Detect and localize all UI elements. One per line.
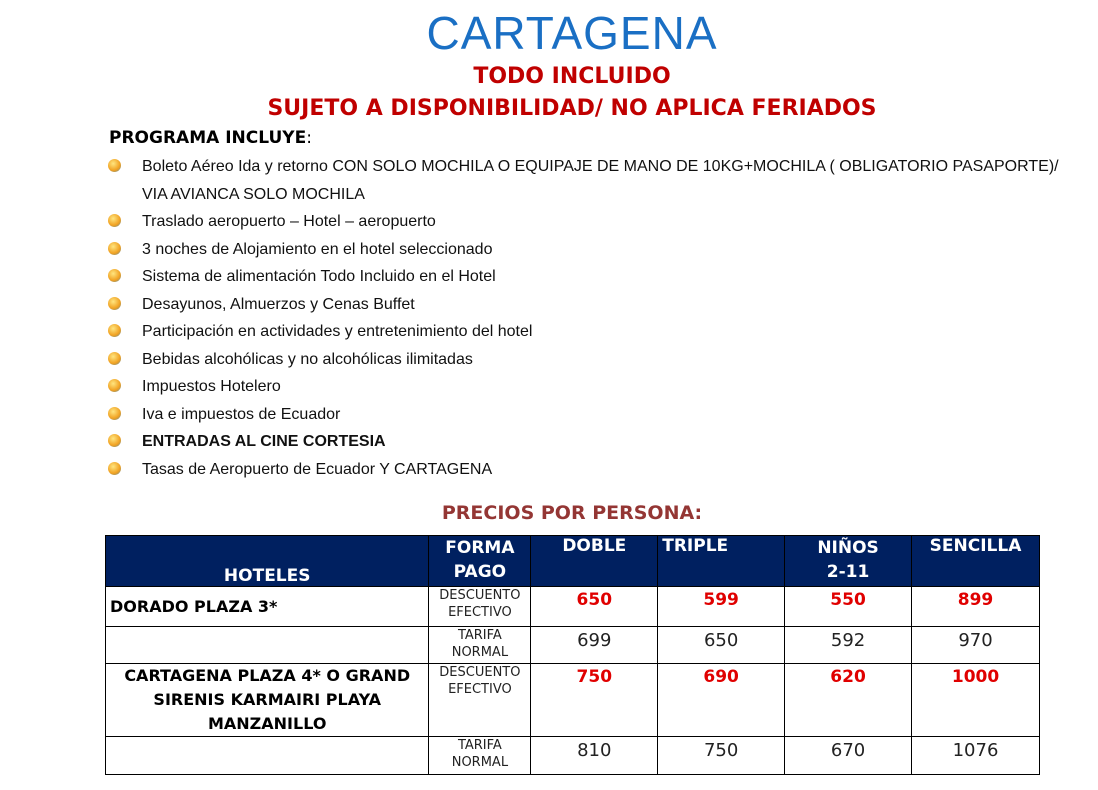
list-item: Boleto Aéreo Ida y retorno CON SOLO MOCH… xyxy=(106,153,1066,208)
beach-sun-icon xyxy=(108,351,121,365)
hotel-name: DORADO PLAZA 3* xyxy=(104,586,430,627)
beach-sun-icon xyxy=(108,159,121,172)
list-item: Impuestos Hotelero xyxy=(106,373,1066,401)
beach-sun-icon xyxy=(108,241,121,255)
list-item: Tasas de Aeropuerto de Ecuador Y CARTAGE… xyxy=(106,456,1066,484)
table-row: TARIFA NORMAL 810 750 670 1076 xyxy=(104,736,1040,775)
header-triple: TRIPLE xyxy=(657,535,786,587)
price-sencilla: 1076 xyxy=(911,736,1040,775)
program-colon: : xyxy=(306,128,312,148)
price-triple: 750 xyxy=(657,736,786,775)
beach-sun-icon xyxy=(108,379,121,392)
hotel-name xyxy=(104,626,430,664)
beach-sun-icon xyxy=(108,269,121,282)
list-item: Participación en actividades y entreteni… xyxy=(106,318,1066,346)
payment-method: TARIFA NORMAL xyxy=(428,736,532,775)
beach-sun-icon xyxy=(108,214,121,227)
hotel-name xyxy=(104,736,430,775)
item-text: Impuestos Hotelero xyxy=(142,378,281,395)
price-ninos: 670 xyxy=(784,736,913,775)
header-sencilla: SENCILLA xyxy=(911,535,1040,587)
program-heading: PROGRAMA INCLUYE: xyxy=(109,128,312,148)
header-hoteles: HOTELES xyxy=(104,535,430,587)
prices-title: PRECIOS POR PERSONA: xyxy=(441,502,703,524)
header-doble: DOBLE xyxy=(530,535,659,587)
price-doble: 750 xyxy=(530,663,659,737)
item-text: Bebidas alcohólicas y no alcohólicas ili… xyxy=(142,350,473,368)
payment-method: TARIFA NORMAL xyxy=(428,626,532,664)
price-triple: 690 xyxy=(657,663,786,737)
price-sencilla: 899 xyxy=(911,586,1040,627)
beach-sun-icon xyxy=(108,324,121,337)
beach-sun-icon xyxy=(108,434,121,447)
price-sencilla: 1000 xyxy=(911,663,1040,737)
list-item: Traslado aeropuerto – Hotel – aeropuerto xyxy=(106,208,1066,236)
item-text: Sistema de alimentación Todo Incluido en… xyxy=(142,268,496,285)
price-ninos: 550 xyxy=(784,586,913,627)
list-item: 3 noches de Alojamiento en el hotel sele… xyxy=(106,236,1066,264)
item-text: Participación en actividades y entreteni… xyxy=(142,323,533,340)
hotel-name: CARTAGENA PLAZA 4* O GRAND SIRENIS KARMA… xyxy=(104,663,430,737)
header-forma-pago: FORMA PAGO xyxy=(428,535,532,587)
subtitle-availability: SUJETO A DISPONIBILIDAD/ NO APLICA FERIA… xyxy=(267,96,877,121)
item-text: Traslado aeropuerto – Hotel – aeropuerto xyxy=(142,213,436,230)
list-item: Bebidas alcohólicas y no alcohólicas ili… xyxy=(106,346,1066,374)
price-doble: 650 xyxy=(530,586,659,627)
list-item: Iva e impuestos de Ecuador xyxy=(106,401,1066,429)
list-item: ENTRADAS AL CINE CORTESIA xyxy=(106,428,1066,456)
payment-method: DESCUENTO EFECTIVO xyxy=(428,586,532,627)
page-title: CARTAGENA xyxy=(426,7,718,59)
beach-sun-icon xyxy=(108,406,121,420)
item-text: 3 noches de Alojamiento en el hotel sele… xyxy=(142,240,493,258)
item-text: Desayunos, Almuerzos y Cenas Buffet xyxy=(142,295,415,313)
price-doble: 699 xyxy=(530,626,659,664)
item-text: Boleto Aéreo Ida y retorno CON SOLO MOCH… xyxy=(142,158,1059,203)
price-ninos: 592 xyxy=(784,626,913,664)
list-item: Desayunos, Almuerzos y Cenas Buffet xyxy=(106,291,1066,319)
table-row: TARIFA NORMAL 699 650 592 970 xyxy=(104,626,1040,664)
table-row: CARTAGENA PLAZA 4* O GRAND SIRENIS KARMA… xyxy=(104,663,1040,737)
program-list: Boleto Aéreo Ida y retorno CON SOLO MOCH… xyxy=(106,153,1066,483)
price-doble: 810 xyxy=(530,736,659,775)
price-triple: 599 xyxy=(657,586,786,627)
payment-method: DESCUENTO EFECTIVO xyxy=(428,663,532,737)
table-row: DORADO PLAZA 3* DESCUENTO EFECTIVO 650 599 5… xyxy=(104,586,1040,627)
header-ninos: NIÑOS 2-11 xyxy=(784,535,913,587)
item-text: ENTRADAS AL CINE CORTESIA xyxy=(142,433,386,450)
price-table: HOTELES FORMA PAGO DOBLE TRIPLE NIÑOS 2-… xyxy=(104,535,1040,775)
price-ninos: 620 xyxy=(784,663,913,737)
beach-sun-icon xyxy=(108,461,121,475)
subtitle-all-inclusive: TODO INCLUIDO xyxy=(473,64,671,89)
list-item: Sistema de alimentación Todo Incluido en… xyxy=(106,263,1066,291)
price-sencilla: 970 xyxy=(911,626,1040,664)
item-text: Tasas de Aeropuerto de Ecuador Y CARTAGE… xyxy=(142,460,493,478)
price-triple: 650 xyxy=(657,626,786,664)
item-text: Iva e impuestos de Ecuador xyxy=(142,405,341,423)
beach-sun-icon xyxy=(108,296,121,310)
program-label: PROGRAMA INCLUYE xyxy=(109,128,307,148)
